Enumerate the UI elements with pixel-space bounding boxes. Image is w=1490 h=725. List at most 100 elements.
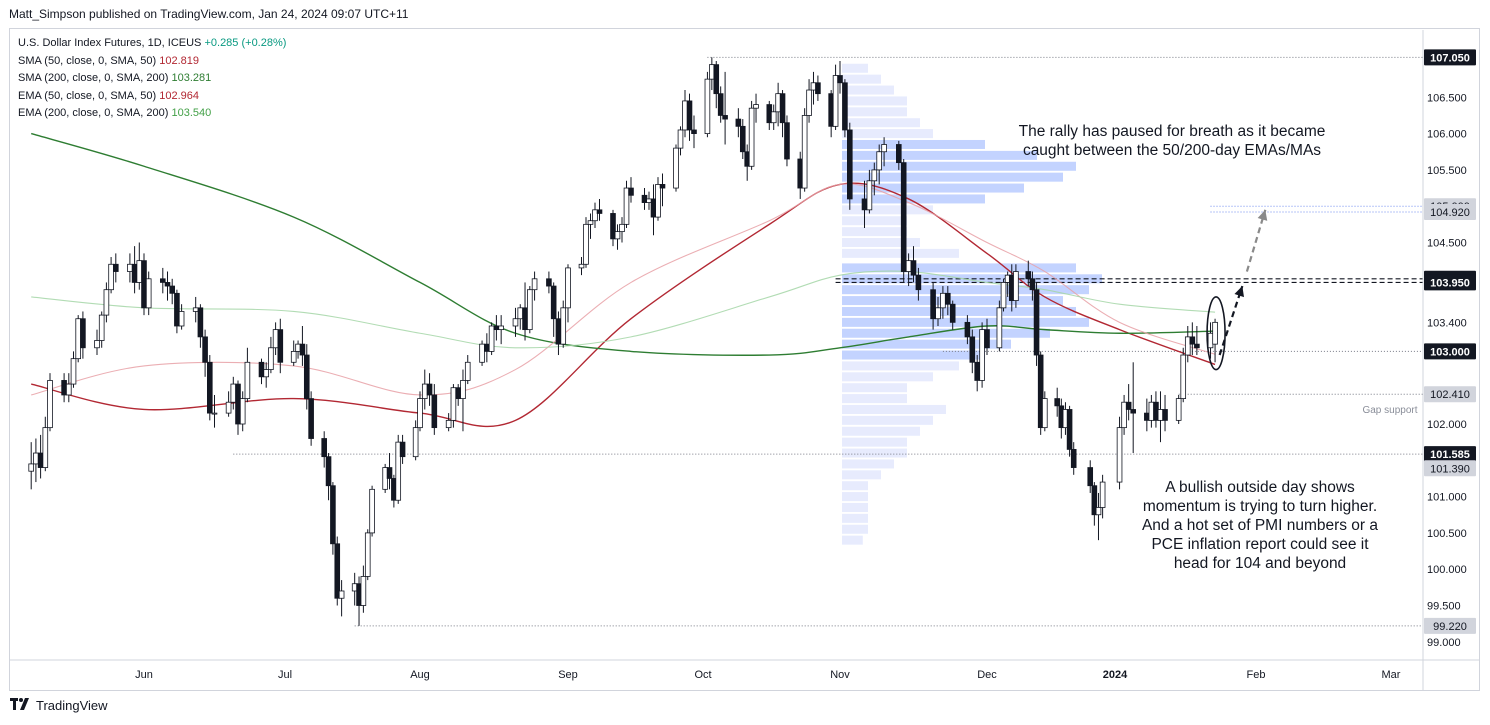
candle-body bbox=[37, 452, 44, 468]
highlight-ellipse bbox=[1206, 296, 1226, 371]
candle-body bbox=[479, 343, 485, 363]
candle-body bbox=[395, 441, 402, 501]
candle-body bbox=[1153, 401, 1159, 421]
candle-body bbox=[299, 343, 306, 356]
candle-body bbox=[421, 383, 428, 399]
candle-body bbox=[704, 78, 711, 135]
candle-body bbox=[512, 318, 519, 327]
candle-body bbox=[113, 263, 119, 272]
legend-title-row: U.S. Dollar Index Futures, 1D, ICEUS +0.… bbox=[18, 35, 286, 53]
candle-body bbox=[169, 285, 176, 294]
price-tag-label: 99.220 bbox=[1433, 621, 1467, 633]
candle-body bbox=[369, 488, 375, 534]
candle-body bbox=[940, 292, 946, 309]
candle-body bbox=[498, 325, 504, 331]
moving-averages bbox=[31, 132, 1216, 428]
volume-profile-bar bbox=[842, 502, 868, 512]
ema200-line bbox=[31, 270, 1216, 349]
candle-body bbox=[1054, 398, 1060, 407]
candle-body bbox=[686, 100, 693, 131]
candle-body bbox=[330, 485, 336, 545]
price-tag-label: 103.000 bbox=[1430, 346, 1470, 358]
candle-body bbox=[1037, 354, 1044, 429]
price-tag bbox=[1424, 617, 1476, 634]
price-tag-label: 104.920 bbox=[1430, 207, 1470, 219]
sma50-line bbox=[31, 182, 1216, 428]
time-axis: Jun Jul Aug Sep Oct Nov Dec 2024 Feb Mar bbox=[10, 659, 1480, 681]
candle-body bbox=[108, 263, 114, 291]
tradingview-logo-icon bbox=[10, 698, 30, 713]
volume-profile-bar bbox=[842, 448, 907, 458]
legend-value: 103.281 bbox=[171, 72, 212, 84]
candle-body bbox=[655, 184, 661, 218]
candle-body bbox=[1070, 449, 1077, 468]
candle-body bbox=[70, 358, 77, 385]
candle-body bbox=[748, 107, 755, 167]
volume-profile-bar bbox=[842, 161, 1076, 171]
annotation-bottom: A bullish outside day shows momentum is … bbox=[1125, 478, 1395, 573]
candle-body bbox=[308, 398, 314, 439]
candle-body bbox=[910, 260, 917, 276]
volume-profile-bar bbox=[842, 350, 985, 360]
volume-profile-bar bbox=[842, 248, 959, 258]
volume-profile-bar bbox=[842, 415, 933, 425]
candle-body bbox=[974, 361, 980, 381]
candle-body bbox=[321, 438, 327, 458]
legend-row-sma50: SMA (50, close, 0, SMA, 50) 102.819 bbox=[18, 53, 286, 71]
candle-body bbox=[460, 380, 466, 399]
volume-profile-bar bbox=[842, 285, 1089, 295]
candle-body bbox=[98, 314, 105, 341]
candle-body bbox=[527, 289, 533, 331]
candle-body bbox=[277, 329, 284, 363]
volume-profile-bar bbox=[842, 394, 907, 404]
volume-profile-bar bbox=[842, 492, 868, 502]
candle-body bbox=[450, 387, 457, 421]
volume-profile-bar bbox=[842, 437, 907, 447]
candle-body bbox=[1162, 409, 1168, 421]
candle-body bbox=[722, 115, 728, 120]
candle-body bbox=[131, 263, 138, 283]
candle-body bbox=[1066, 409, 1073, 450]
sma200-line bbox=[31, 132, 1216, 356]
candle-body bbox=[930, 289, 936, 320]
volume-profile-bar bbox=[842, 426, 920, 436]
time-tick-label: Jul bbox=[278, 669, 292, 681]
volume-profile-bar bbox=[842, 535, 863, 545]
volume-profile-bar bbox=[842, 85, 894, 95]
candle-body bbox=[866, 180, 873, 211]
candle-body bbox=[1144, 412, 1150, 421]
candle-body bbox=[717, 93, 724, 116]
volume-profile-bar bbox=[842, 205, 933, 215]
candlesticks bbox=[28, 57, 1218, 626]
price-tag-label: 102.410 bbox=[1430, 389, 1470, 401]
volume-profile-bar bbox=[842, 227, 907, 237]
candle-body bbox=[619, 223, 625, 233]
candle-body bbox=[159, 278, 166, 283]
legend-value: 102.819 bbox=[159, 54, 199, 67]
time-tick-label: Sep bbox=[558, 669, 578, 681]
annotation-line: head for 104 and beyond bbox=[1173, 555, 1347, 572]
candle-body bbox=[258, 361, 265, 378]
candle-body bbox=[713, 64, 720, 95]
legend-row-ema50: EMA (50, close, 0, SMA, 50) 102.964 bbox=[18, 88, 286, 106]
candle-body bbox=[1042, 398, 1048, 429]
annotation-top: The rally has paused for breath as it be… bbox=[1002, 122, 1342, 160]
annotation-line: A bullish outside day shows bbox=[1165, 479, 1355, 496]
chart-frame[interactable] bbox=[9, 28, 1480, 691]
annotation-line: momentum is trying to turn higher. bbox=[1142, 498, 1378, 515]
footer-brand[interactable]: TradingView bbox=[10, 698, 108, 713]
candle-body bbox=[338, 590, 345, 599]
publisher-line: Matt_Simpson published on TradingView.co… bbox=[9, 7, 409, 21]
legend-label: SMA (50, close, 0, SMA, 50) bbox=[18, 54, 157, 67]
candle-body bbox=[935, 307, 941, 320]
candle-body bbox=[555, 318, 562, 345]
volume-profile-bar bbox=[842, 328, 1050, 338]
candle-body bbox=[1091, 485, 1098, 516]
candle-body bbox=[1157, 409, 1164, 421]
candle-body bbox=[881, 144, 887, 153]
candle-body bbox=[650, 198, 657, 218]
candle-body bbox=[1025, 271, 1032, 280]
price-tick-label: 103.400 bbox=[1427, 317, 1467, 329]
candle-body bbox=[610, 213, 616, 240]
